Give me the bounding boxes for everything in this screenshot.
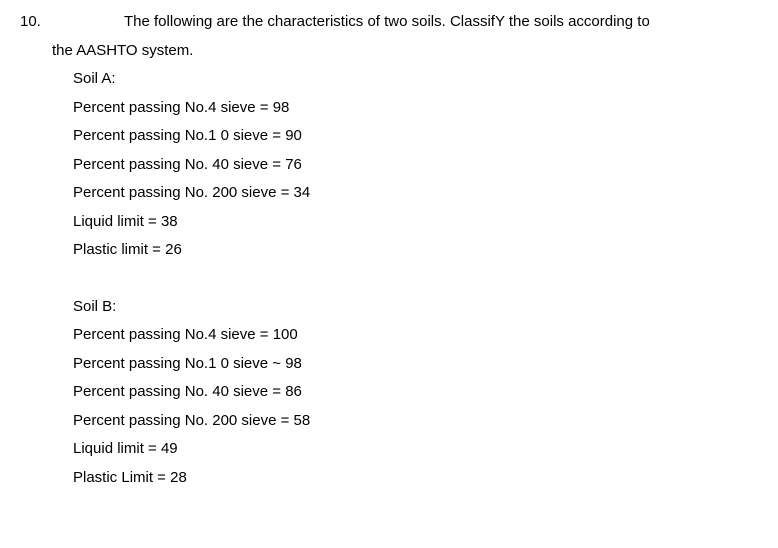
spacer [20, 265, 758, 293]
soil-a-line-0: Percent passing No.4 sieve = 98 [20, 94, 758, 123]
question-intro-line1: The following are the characteristics of… [124, 8, 758, 37]
soil-b-line-1: Percent passing No.1 0 sieve ~ 98 [20, 350, 758, 379]
soil-b-label: Soil B: [20, 293, 758, 322]
soil-a-line-4: Liquid limit = 38 [20, 208, 758, 237]
soil-a-line-2: Percent passing No. 40 sieve = 76 [20, 151, 758, 180]
soil-b-line-3: Percent passing No. 200 sieve = 58 [20, 407, 758, 436]
soil-b-line-5: Plastic Limit = 28 [20, 464, 758, 493]
soil-a-label: Soil A: [20, 65, 758, 94]
gap-mark-right: ﹐ [105, 0, 116, 2]
gap-mark-left: ﹑ [52, 0, 63, 2]
soil-b-line-4: Liquid limit = 49 [20, 435, 758, 464]
soil-b-line-2: Percent passing No. 40 sieve = 86 [20, 378, 758, 407]
question-intro-line2: the AASHTO system. [20, 37, 758, 66]
soil-a-line-5: Plastic limit = 26 [20, 236, 758, 265]
soil-a-line-3: Percent passing No. 200 sieve = 34 [20, 179, 758, 208]
soil-b-line-0: Percent passing No.4 sieve = 100 [20, 321, 758, 350]
question-number: 10. [20, 8, 52, 37]
soil-a-line-1: Percent passing No.1 0 sieve = 90 [20, 122, 758, 151]
question-header: 10. ﹑ ﹐ The following are the characteri… [20, 8, 758, 37]
